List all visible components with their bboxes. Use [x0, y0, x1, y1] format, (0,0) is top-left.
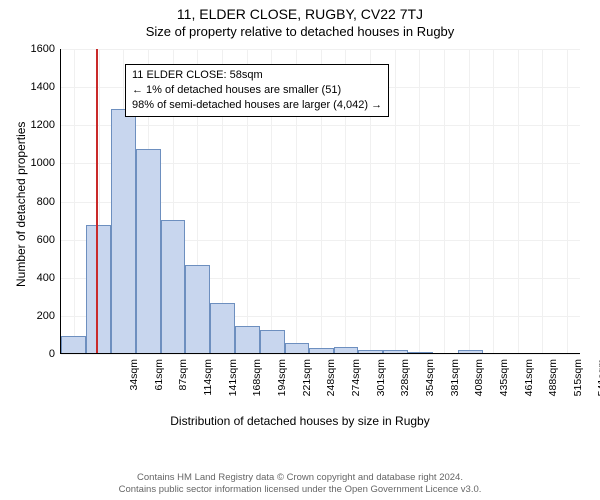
y-tick: 200 [15, 310, 61, 322]
gridline-v [493, 49, 494, 353]
gridline-v [74, 49, 75, 353]
x-tick: 194sqm [276, 359, 288, 419]
histogram-bar [86, 225, 111, 353]
gridline-v [518, 49, 519, 353]
x-tick: 408sqm [473, 359, 485, 419]
x-tick: 328sqm [399, 359, 411, 419]
histogram-bar [61, 336, 86, 353]
gridline-v [567, 49, 568, 353]
histogram-bar [235, 326, 260, 353]
x-tick: 87sqm [177, 359, 189, 419]
y-axis-label: Number of detached properties [14, 121, 28, 286]
histogram-bar [408, 352, 433, 353]
x-tick: 541sqm [596, 359, 600, 419]
x-tick: 488sqm [547, 359, 559, 419]
x-tick: 274sqm [350, 359, 362, 419]
chart-legend: 11 ELDER CLOSE: 58sqm ← 1% of detached h… [125, 64, 389, 117]
x-tick: 515sqm [572, 359, 584, 419]
histogram-bar [383, 350, 408, 353]
histogram-bar [260, 330, 285, 353]
histogram-bar [136, 149, 161, 353]
gridline-v [542, 49, 543, 353]
gridline-v [469, 49, 470, 353]
page-subtitle: Size of property relative to detached ho… [0, 22, 600, 39]
legend-smaller-pct: ← 1% of detached houses are smaller (51) [132, 83, 382, 98]
x-tick: 435sqm [498, 359, 510, 419]
legend-property-size: 11 ELDER CLOSE: 58sqm [132, 68, 382, 83]
property-marker-line [96, 49, 98, 353]
histogram-bar [185, 265, 210, 353]
page-title: 11, ELDER CLOSE, RUGBY, CV22 7TJ [0, 0, 600, 22]
gridline-v [444, 49, 445, 353]
attribution-footer: Contains HM Land Registry data © Crown c… [0, 472, 600, 496]
x-tick: 354sqm [424, 359, 436, 419]
x-tick: 34sqm [128, 359, 140, 419]
histogram-bar [285, 343, 310, 353]
x-tick: 248sqm [325, 359, 337, 419]
chart-container: 0200400600800100012001400160034sqm61sqm8… [0, 39, 600, 439]
y-tick: 1400 [15, 81, 61, 93]
attribution-line-1: Contains HM Land Registry data © Crown c… [0, 472, 600, 484]
histogram-bar [334, 347, 358, 353]
histogram-bar [358, 350, 383, 353]
x-tick: 381sqm [449, 359, 461, 419]
legend-larger-pct: 98% of semi-detached houses are larger (… [132, 98, 382, 113]
x-tick: 461sqm [523, 359, 535, 419]
histogram-bar [458, 350, 483, 353]
gridline-v [419, 49, 420, 353]
x-tick: 141sqm [227, 359, 239, 419]
gridline-v [395, 49, 396, 353]
histogram-bar [309, 348, 334, 353]
x-axis-label: Distribution of detached houses by size … [0, 414, 600, 428]
x-tick: 168sqm [251, 359, 263, 419]
gridline-h [61, 354, 580, 355]
y-tick: 0 [15, 348, 61, 360]
x-tick: 301sqm [375, 359, 387, 419]
attribution-line-2: Contains public sector information licen… [0, 484, 600, 496]
histogram-bar [111, 109, 136, 353]
x-tick: 61sqm [153, 359, 165, 419]
x-tick: 221sqm [301, 359, 313, 419]
x-tick: 114sqm [202, 359, 214, 419]
histogram-bar [210, 303, 235, 353]
histogram-bar [161, 220, 185, 353]
y-tick: 1600 [15, 43, 61, 55]
